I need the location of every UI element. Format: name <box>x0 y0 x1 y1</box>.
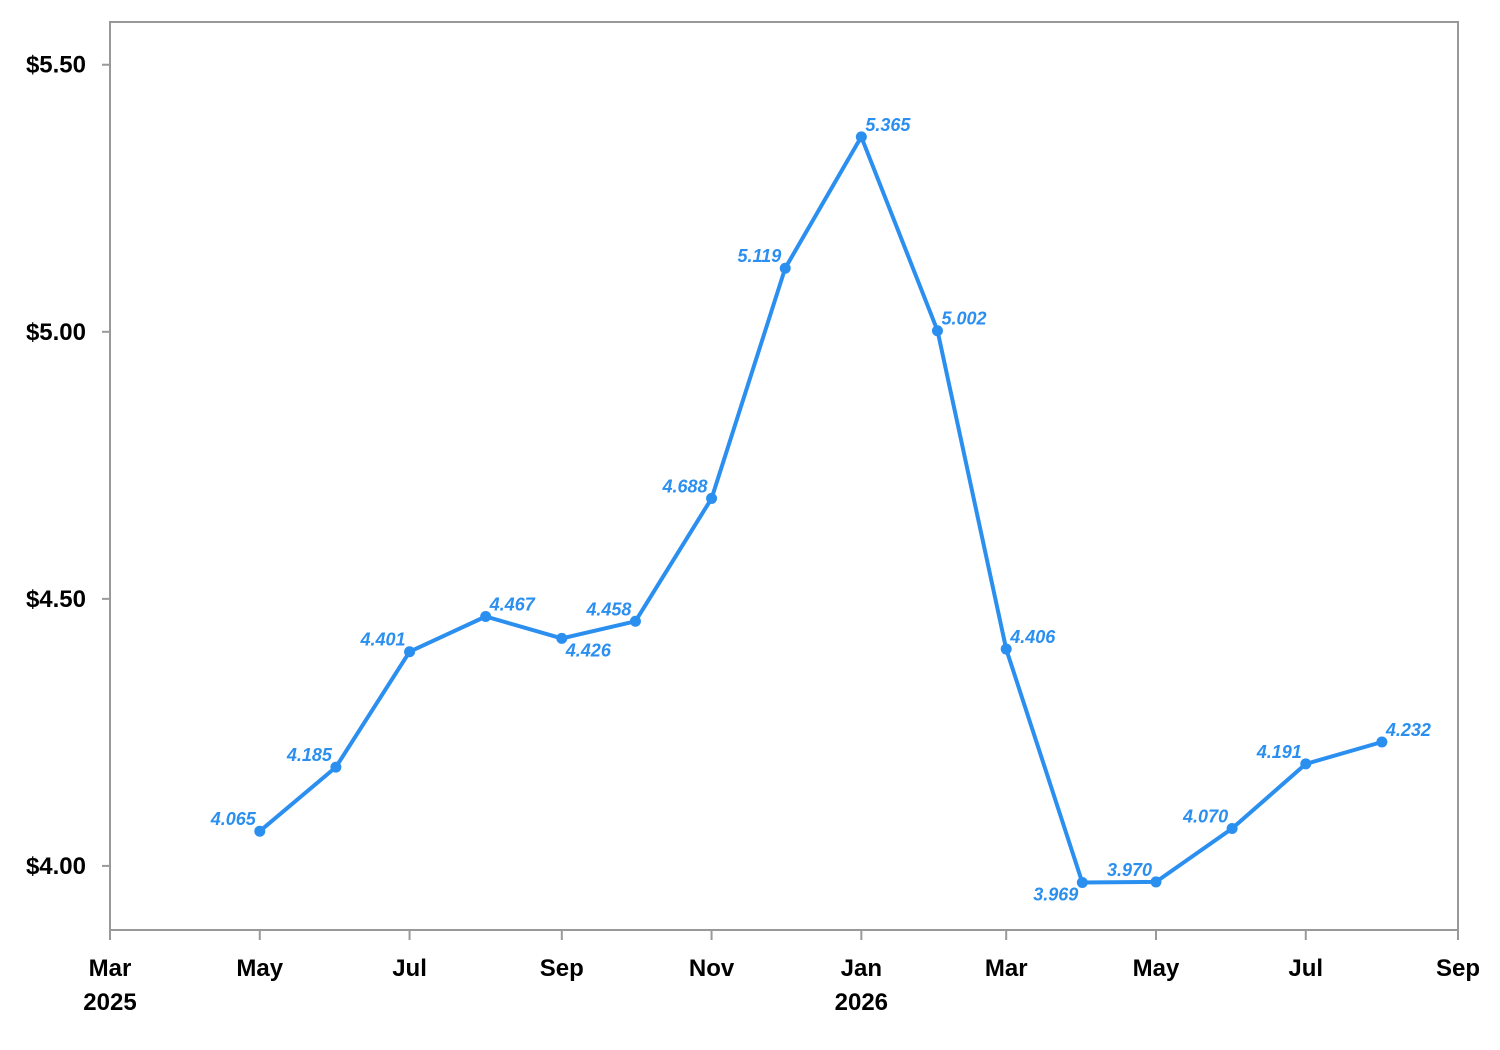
plot-frame <box>109 21 1459 931</box>
data-label: 5.002 <box>941 309 986 329</box>
axes <box>102 21 1459 940</box>
x-tick-label: Jan <box>841 955 882 982</box>
data-point <box>1376 736 1388 748</box>
data-point <box>706 492 718 504</box>
data-point <box>404 646 416 658</box>
data-point <box>1300 758 1312 770</box>
data-point <box>1226 823 1238 835</box>
x-tick-label: May <box>1133 955 1180 982</box>
data-label: 5.365 <box>865 115 911 135</box>
data-point <box>779 262 791 274</box>
data-series <box>254 131 1388 888</box>
y-tick-label: $4.50 <box>26 586 86 613</box>
data-label: 4.458 <box>585 599 631 619</box>
x-tick-label: May <box>236 955 283 982</box>
data-label: 4.688 <box>662 476 708 496</box>
data-label: 4.191 <box>1256 742 1302 762</box>
x-tick-label: Mar <box>89 955 132 982</box>
y-tick-label: $4.00 <box>26 853 86 880</box>
x-tick-label: Nov <box>689 955 735 982</box>
x-tick-label: Mar <box>985 955 1028 982</box>
data-point <box>1150 876 1162 888</box>
data-point <box>629 615 641 627</box>
series-line <box>258 134 1383 885</box>
x-tick-year-label: 2025 <box>83 989 136 1016</box>
tick-labels: $4.00 $4.50 $5.00 $5.50 Mar 2025 May Jul Sep Nov J… <box>26 52 1480 1016</box>
x-tick-label: Sep <box>540 955 584 982</box>
y-tick-label: $5.00 <box>26 319 86 346</box>
x-tick-label: Jul <box>392 955 427 982</box>
data-point <box>330 761 342 773</box>
x-tick-year-label: 2026 <box>835 989 888 1016</box>
data-label: 3.970 <box>1107 860 1152 880</box>
data-label: 4.406 <box>1009 627 1056 647</box>
data-point <box>556 632 568 644</box>
y-tick-label: $5.50 <box>26 52 86 79</box>
data-point <box>480 610 492 622</box>
data-point <box>931 325 943 337</box>
data-label: 4.065 <box>210 809 257 829</box>
x-tick-label: Sep <box>1436 955 1480 982</box>
data-label: 4.401 <box>360 630 406 650</box>
data-point <box>1000 643 1012 655</box>
data-label: 3.969 <box>1033 884 1078 904</box>
x-tick-label: Jul <box>1288 955 1323 982</box>
data-label: 4.070 <box>1182 807 1228 827</box>
data-labels: 4.065 4.185 4.401 4.467 4.426 4.458 4.688 5.119… <box>210 115 1431 905</box>
data-label: 4.467 <box>489 594 536 614</box>
data-label: 4.232 <box>1385 720 1431 740</box>
data-point <box>254 825 266 837</box>
data-label: 4.185 <box>286 745 333 765</box>
data-point <box>855 131 867 143</box>
data-point <box>1076 876 1088 888</box>
data-label: 5.119 <box>738 246 782 266</box>
data-label: 4.426 <box>565 640 612 660</box>
